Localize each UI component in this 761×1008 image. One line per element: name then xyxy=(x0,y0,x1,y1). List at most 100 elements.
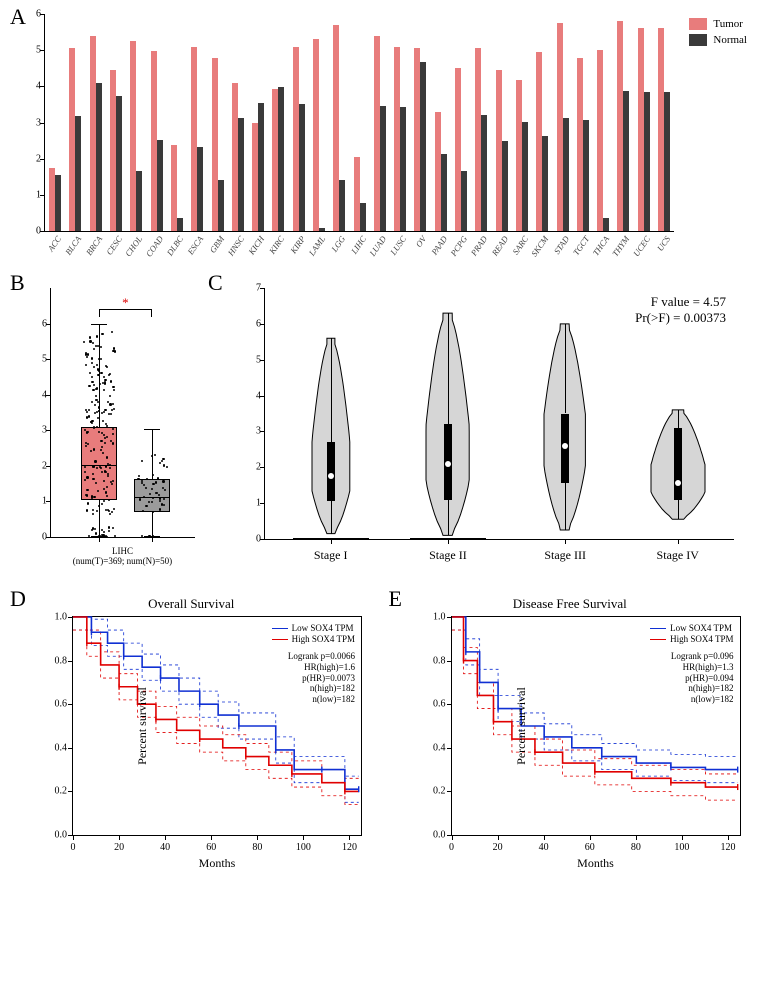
bar-tumor xyxy=(313,39,319,231)
panel-b: B 0123456* LIHC (num(T)=369; num(N)=50) xyxy=(10,274,206,582)
y-tick: 7 xyxy=(247,283,261,294)
stage-label: Stage IV xyxy=(657,548,699,563)
panel-c-label: C xyxy=(208,270,223,296)
bar-normal xyxy=(218,180,224,231)
x-category: SARC xyxy=(510,234,530,256)
bar-pair xyxy=(289,14,309,231)
x-tick: 80 xyxy=(631,842,641,853)
bar-normal xyxy=(339,180,345,231)
bar-normal xyxy=(502,141,508,231)
caption-line2: (num(T)=369; num(N)=50) xyxy=(50,556,195,566)
bar-pair xyxy=(349,14,369,231)
x-category: CHOL xyxy=(123,234,144,258)
bar-pair xyxy=(126,14,146,231)
swatch-normal xyxy=(689,34,707,46)
bar-pair xyxy=(228,14,248,231)
y-tick: 3 xyxy=(247,426,261,437)
x-category: LGG xyxy=(330,234,348,254)
bar-normal xyxy=(299,104,305,231)
x-tick: 80 xyxy=(252,842,262,853)
y-tick: 4 xyxy=(27,81,41,92)
x-tick: 60 xyxy=(206,842,216,853)
bar-normal xyxy=(583,120,589,231)
bar-normal xyxy=(157,140,163,231)
bar-normal xyxy=(278,87,284,231)
bar-pair xyxy=(329,14,349,231)
x-category: ACC xyxy=(46,234,64,253)
x-category: BRCA xyxy=(84,234,104,257)
x-tick: 40 xyxy=(539,842,549,853)
bar-normal xyxy=(55,175,61,231)
y-tick: 3 xyxy=(33,425,47,436)
significance-star: * xyxy=(122,295,129,311)
km-title: Disease Free Survival xyxy=(389,596,752,612)
x-category: THCA xyxy=(591,234,612,258)
violin-box xyxy=(327,442,335,501)
km-stats: Logrank p=0.096HR(high)=1.3p(HR)=0.094n(… xyxy=(671,651,734,705)
km-legend: Low SOX4 TPMHigh SOX4 TPM xyxy=(650,623,733,645)
panel-a-label: A xyxy=(10,4,26,30)
bar-pair xyxy=(65,14,85,231)
bar-pair xyxy=(207,14,227,231)
stage-label: Stage III xyxy=(544,548,586,563)
x-category: LUAD xyxy=(367,234,388,258)
bar-normal xyxy=(603,218,609,231)
x-tick: 60 xyxy=(585,842,595,853)
y-tick: 0 xyxy=(33,532,47,543)
x-category: KIRP xyxy=(288,234,307,255)
y-tick: 1 xyxy=(33,496,47,507)
bar-pair xyxy=(86,14,106,231)
bar-normal xyxy=(197,147,203,231)
bar-pair xyxy=(106,14,126,231)
x-category: LAML xyxy=(307,234,328,258)
bar-tumor xyxy=(597,50,603,231)
x-category: PCPG xyxy=(448,234,469,258)
x-category: UCEC xyxy=(631,234,652,258)
bar-pair xyxy=(573,14,593,231)
bar-normal xyxy=(542,136,548,231)
bar-normal xyxy=(238,118,244,231)
bar-normal xyxy=(644,92,650,231)
x-tick: 0 xyxy=(71,842,76,853)
x-axis-label: Months xyxy=(72,856,362,871)
x-category: THYM xyxy=(610,234,631,258)
x-category: GBM xyxy=(207,234,226,255)
violin-median xyxy=(445,461,451,467)
legend-normal: Normal xyxy=(713,34,747,46)
bar-normal xyxy=(441,154,447,231)
y-tick: 0 xyxy=(247,534,261,545)
bar-normal xyxy=(96,83,102,231)
swatch-tumor xyxy=(689,18,707,30)
panel-c: C F value = 4.57 Pr(>F) = 0.00373 012345… xyxy=(208,274,751,582)
bar-normal xyxy=(420,62,426,231)
panel-d: D Overall Survival 0.00.20.40.60.81.0020… xyxy=(10,590,373,875)
figure-multipanel: A ACCBLCABRCACESCCHOLCOADDLBCESCAGBMHNSC… xyxy=(10,8,751,875)
x-tick: 0 xyxy=(449,842,454,853)
bar-normal xyxy=(481,115,487,231)
bar-pair xyxy=(309,14,329,231)
x-category: KICH xyxy=(246,234,266,256)
bar-pair xyxy=(512,14,532,231)
bar-pair xyxy=(492,14,512,231)
bar-pair xyxy=(45,14,65,231)
legend: Tumor Normal xyxy=(689,18,747,50)
x-tick: 20 xyxy=(114,842,124,853)
violin-box xyxy=(674,428,682,500)
bar-normal xyxy=(461,171,467,231)
km-title: Overall Survival xyxy=(10,596,373,612)
bar-normal xyxy=(177,218,183,231)
x-category: SKCM xyxy=(529,234,550,258)
panel-e: E Disease Free Survival 0.00.20.40.60.81… xyxy=(389,590,752,875)
bar-normal xyxy=(360,203,366,231)
bar-normal xyxy=(522,122,528,231)
y-axis-label: Percent survival xyxy=(411,616,631,836)
boxplot: 0123456* xyxy=(50,288,195,538)
bar-normal xyxy=(664,92,670,231)
panel-b-label: B xyxy=(10,270,25,296)
x-tick: 100 xyxy=(674,842,689,853)
x-tick: 100 xyxy=(296,842,311,853)
y-tick: 4 xyxy=(33,389,47,400)
x-category: OV xyxy=(414,234,429,249)
caption-line1: LIHC xyxy=(50,546,195,556)
x-category: LUSC xyxy=(388,234,408,257)
